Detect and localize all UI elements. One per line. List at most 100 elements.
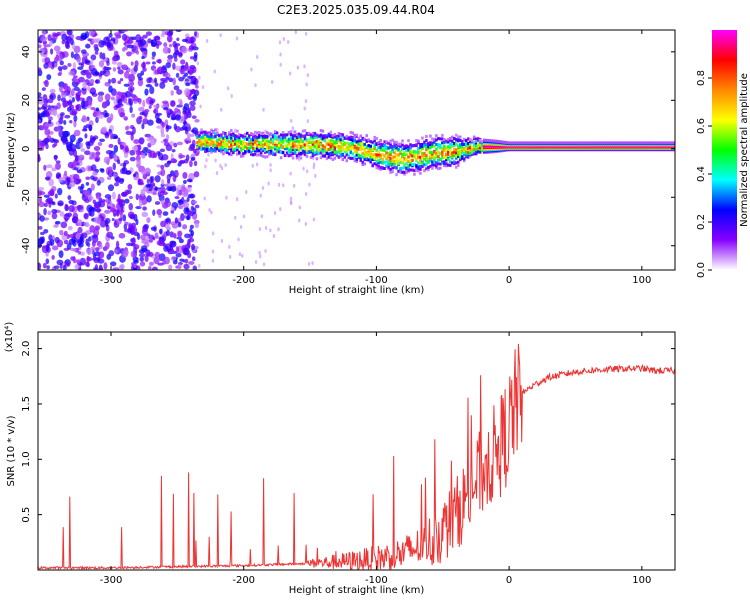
spectrogram-cell xyxy=(307,146,311,150)
spectrogram-cell xyxy=(425,134,428,138)
spectrogram-cell xyxy=(315,135,319,139)
spectrogram-cell xyxy=(299,140,303,144)
spectrogram-cell xyxy=(327,134,331,138)
spectrogram-cell xyxy=(196,140,199,144)
spectrogram-cell xyxy=(58,176,64,183)
spectrogram-cell xyxy=(164,218,170,223)
spectrogram-cell xyxy=(455,156,458,160)
spectrogram-cell xyxy=(262,262,266,267)
spectrogram-cell xyxy=(123,83,130,87)
spectrogram-cell xyxy=(182,180,187,184)
spectrogram-cell xyxy=(249,152,253,156)
spectrogram-cell xyxy=(407,148,410,152)
spectrogram-cell xyxy=(419,158,422,162)
spectrogram-cell xyxy=(327,139,331,143)
spectrogram-cell xyxy=(204,147,207,151)
spectrogram-cell xyxy=(226,145,229,149)
spectrogram-cell xyxy=(202,136,205,140)
spectrogram-cell xyxy=(379,157,382,161)
spectrogram-cell xyxy=(447,145,450,149)
spectrogram-cell xyxy=(365,154,368,158)
spectrogram-cell xyxy=(273,137,277,141)
spectrogram-cell xyxy=(68,238,76,245)
spectrogram-cell xyxy=(379,165,382,169)
spectrogram-cell xyxy=(333,146,337,150)
spectrogram-cell xyxy=(534,141,538,145)
spectrogram-cell xyxy=(431,141,434,145)
spectrogram-cell xyxy=(54,154,58,161)
spectrogram-cell xyxy=(294,30,298,35)
spectrogram-cell xyxy=(46,265,50,270)
spectrogram-cell xyxy=(291,137,295,141)
spectrogram-cell xyxy=(136,72,142,79)
spectrogram-cell xyxy=(232,139,235,143)
spectrogram-cell xyxy=(435,154,438,158)
spectrogram-cell xyxy=(182,171,188,179)
spectrogram-cell xyxy=(57,125,61,132)
spectrogram-cell xyxy=(42,262,47,269)
spectrogram-cell xyxy=(249,144,253,148)
spectrogram-cell xyxy=(273,145,277,149)
spectrogram-cell xyxy=(210,132,213,136)
spectrogram-cell xyxy=(474,137,478,141)
spectrogram-cell xyxy=(301,134,305,138)
spectrogram-cell xyxy=(355,159,358,163)
spectrogram-cell xyxy=(184,140,192,144)
spectrogram-cell xyxy=(345,134,349,138)
spectrogram-cell xyxy=(188,45,195,51)
spectrogram-cell xyxy=(341,152,345,156)
spectrogram-cell xyxy=(170,206,175,211)
spectrogram-cell xyxy=(319,137,323,141)
spectrogram-cell xyxy=(95,107,100,112)
spectrogram-cell xyxy=(405,170,408,174)
spectrogram-cell xyxy=(141,201,146,206)
spectrogram-cell xyxy=(50,48,54,55)
snr-x-tick-label: -100 xyxy=(365,575,388,586)
spectrogram-cell xyxy=(95,116,99,124)
spectrogram-cell xyxy=(305,151,309,155)
spectrogram-cell xyxy=(169,109,173,115)
spectrogram-cell xyxy=(257,145,261,149)
spectrogram-cell xyxy=(182,259,186,263)
spectrogram-cell xyxy=(214,144,217,148)
spectrogram-cell xyxy=(478,138,482,142)
spectrogram-cell xyxy=(325,135,329,139)
spectrogram-cell xyxy=(153,77,158,84)
spectrogram-cell xyxy=(369,140,372,144)
spectrogram-cell xyxy=(359,141,362,145)
spectrogram-cell xyxy=(38,67,42,72)
spectrogram-cell xyxy=(293,150,297,154)
spectrogram-cell xyxy=(427,165,430,169)
spectrogram-cell xyxy=(99,52,103,59)
spectrogram-cell xyxy=(77,186,82,190)
spectrogram-cell xyxy=(165,134,170,140)
spectrogram-cell xyxy=(273,211,277,216)
spectrogram-cell xyxy=(395,140,398,144)
snr-y-tick-label: 2.0 xyxy=(21,341,32,357)
spectrogram-cell xyxy=(403,147,406,151)
spectrogram-cell xyxy=(457,146,460,150)
spectrogram-cell xyxy=(132,126,136,135)
spectrogram-cell xyxy=(439,157,442,161)
spectrogram-cell xyxy=(291,152,295,156)
spectrogram-cell xyxy=(383,154,386,158)
spectrogram-cell xyxy=(363,155,366,159)
spectrogram-cell xyxy=(253,142,257,146)
spectrogram-cell xyxy=(305,143,309,147)
spectrogram-cell xyxy=(212,135,215,139)
spectrogram-cell xyxy=(174,220,179,224)
spectrogram-cell xyxy=(476,138,480,142)
spectrogram-cell xyxy=(57,72,62,76)
spectrogram-cell xyxy=(112,267,120,270)
spectrogram-cell xyxy=(407,139,410,143)
spectrogram-cell xyxy=(218,142,221,146)
spectrogram-cell xyxy=(425,154,428,158)
spectrogram-cell xyxy=(278,40,282,45)
spectrogram-cell xyxy=(193,171,200,178)
spectrogram-cell xyxy=(283,137,287,141)
spectrogram-cell xyxy=(81,128,88,132)
spectrogram-cell xyxy=(279,145,283,149)
spectrogram-cell xyxy=(293,134,297,138)
spectrogram-cell xyxy=(261,144,265,148)
spectrogram-cell xyxy=(457,160,460,164)
